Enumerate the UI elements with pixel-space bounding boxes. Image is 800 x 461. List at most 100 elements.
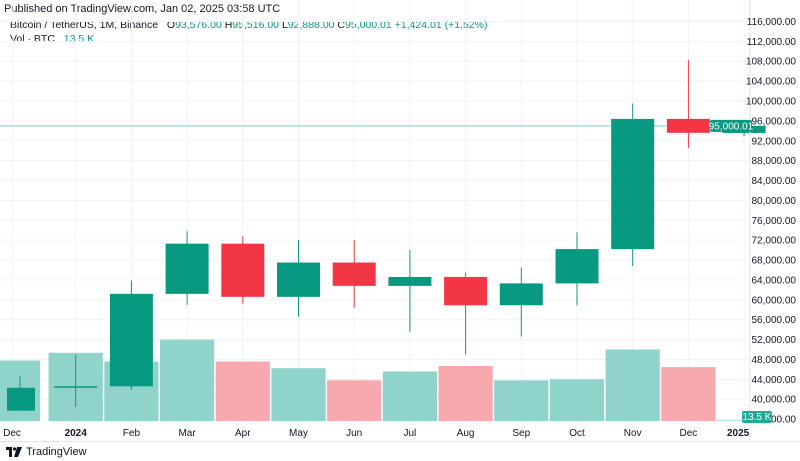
legend-change-value: +1,424.01 (+1.52%) (394, 19, 488, 31)
price-tick-label: 44,000.00 (752, 375, 797, 386)
price-tick-label: 52,000.00 (752, 335, 797, 346)
time-tick-label: May (289, 428, 308, 439)
legend-volume-value: 13.5 K (63, 33, 95, 45)
time-tick-label: Jul (404, 428, 417, 439)
price-tick-label: 76,000.00 (752, 216, 797, 227)
candle[interactable] (444, 272, 488, 355)
candle-body (221, 243, 265, 297)
volume-tag-bg (742, 411, 772, 423)
tradingview-brand: TradingView (26, 445, 87, 458)
candle[interactable] (277, 240, 320, 317)
time-tick-label: Dec (680, 428, 698, 439)
candle-body (165, 243, 209, 294)
price-tick-label: 68,000.00 (752, 256, 797, 267)
volume-bar (438, 366, 493, 421)
volume-bar (271, 368, 326, 421)
candle-body (666, 118, 710, 133)
last-price-tag-bg (710, 119, 752, 132)
time-tick-label: Oct (569, 428, 585, 439)
price-tick-label: 48,000.00 (752, 355, 797, 366)
candle-body (7, 387, 35, 411)
price-tick-label: 100,000.00 (746, 97, 796, 108)
time-tick-label: Aug (457, 428, 475, 439)
price-tick-label: 112,000.00 (747, 37, 797, 48)
legend-high-label: H (224, 19, 233, 31)
legend-volume-label[interactable]: Vol · BTC (10, 33, 55, 45)
time-tick-label: Sep (512, 428, 530, 439)
volume-bar (549, 379, 605, 421)
price-tick-label: 88,000.00 (752, 156, 797, 167)
price-tick-label: 64,000.00 (752, 275, 797, 286)
candle-body (611, 118, 655, 250)
candle-body (499, 283, 543, 306)
candles (7, 59, 766, 412)
price-tick-label: 96,000.00 (752, 116, 797, 127)
candle[interactable] (388, 250, 432, 333)
price-tick-label: 108,000.00 (746, 57, 796, 68)
candle[interactable] (165, 231, 209, 305)
volume-bar (327, 380, 382, 421)
legend-open-label: O (166, 19, 176, 31)
footer: TradingView (0, 441, 800, 461)
candle[interactable] (221, 236, 265, 304)
published-note: Published on TradingView.com, Jan 02, 20… (4, 3, 281, 15)
time-tick-label: 2025 (727, 428, 750, 439)
candle-body (332, 262, 376, 286)
time-tick-label: Mar (178, 428, 196, 439)
legend-symbol[interactable]: Bitcoin / TetherUS, 1M, Binance (10, 19, 159, 31)
tradingview-logo-icon (6, 446, 22, 457)
price-tick-label: 56,000.00 (752, 315, 797, 326)
chart-legend: Bitcoin / TetherUS, 1M, Binance O93,576.… (10, 18, 487, 46)
price-tick-label: 84,000.00 (752, 176, 797, 187)
candle[interactable] (109, 280, 153, 390)
volume-bar (160, 339, 215, 421)
legend-high-value: 95,516.00 (232, 19, 280, 31)
time-axis[interactable]: Dec 2024 Feb Mar Apr May Jun Jul Aug Sep Oct Nov Dec… (3, 428, 750, 439)
volume-tag-text: 13.5 K (743, 412, 772, 423)
candle[interactable] (555, 232, 599, 306)
legend-low-value: 92,888.00 (287, 19, 335, 31)
price-tick-label: 104,000.00 (746, 77, 796, 88)
candle-body (388, 276, 432, 286)
legend-close-label: C (337, 19, 346, 31)
candle[interactable] (54, 354, 98, 407)
volume-bar (605, 349, 660, 421)
time-tick-label: Dec (3, 428, 21, 439)
price-tick-label: 116,000.00 (747, 17, 797, 28)
candle[interactable] (666, 59, 710, 149)
price-tick-label: 80,000.00 (752, 196, 797, 207)
volume-tag: 13.5 K (742, 411, 772, 423)
price-tick-label: 92,000.00 (752, 136, 797, 147)
legend-close-value: 95,000.01 (345, 19, 392, 31)
time-tick-label: Apr (235, 428, 251, 439)
candle-body (277, 262, 320, 297)
candle[interactable] (332, 240, 376, 308)
price-tick-label: 40,000.00 (752, 395, 797, 406)
time-tick-label: Feb (123, 428, 141, 439)
candle[interactable] (7, 375, 35, 412)
candle-body (555, 249, 599, 284)
volume-bar (215, 361, 270, 421)
volume-bars (0, 339, 772, 421)
legend-volume-row: Vol · BTC 13.5 K (10, 32, 487, 46)
last-price-tag-text: 95,000.01 (709, 121, 754, 132)
candle-body (444, 276, 488, 306)
price-tick-label: 72,000.00 (752, 236, 797, 247)
last-price-tag: 95,000.01 (709, 119, 754, 132)
candlestick-chart[interactable]: 36,000.00 40,000.00 44,000.00 48,000.00 52,0… (0, 0, 800, 441)
price-tick-label: 36,000.00 (752, 415, 797, 426)
candle-body (109, 293, 153, 387)
time-tick-label: Nov (624, 428, 642, 439)
volume-bar (661, 367, 716, 421)
price-axis[interactable]: 36,000.00 40,000.00 44,000.00 48,000.00 52,0… (746, 17, 796, 426)
legend-ohlc-row: Bitcoin / TetherUS, 1M, Binance O93,576.… (10, 18, 487, 32)
time-tick-label: 2024 (65, 428, 88, 439)
candle[interactable] (499, 267, 543, 337)
candle-body (54, 386, 98, 388)
volume-bar (494, 380, 549, 421)
candle[interactable] (611, 103, 655, 267)
price-tick-label: 60,000.00 (752, 295, 797, 306)
time-tick-label: Jun (346, 428, 362, 439)
volume-bar (382, 371, 437, 421)
tradingview-logo[interactable]: TradingView (6, 446, 87, 458)
